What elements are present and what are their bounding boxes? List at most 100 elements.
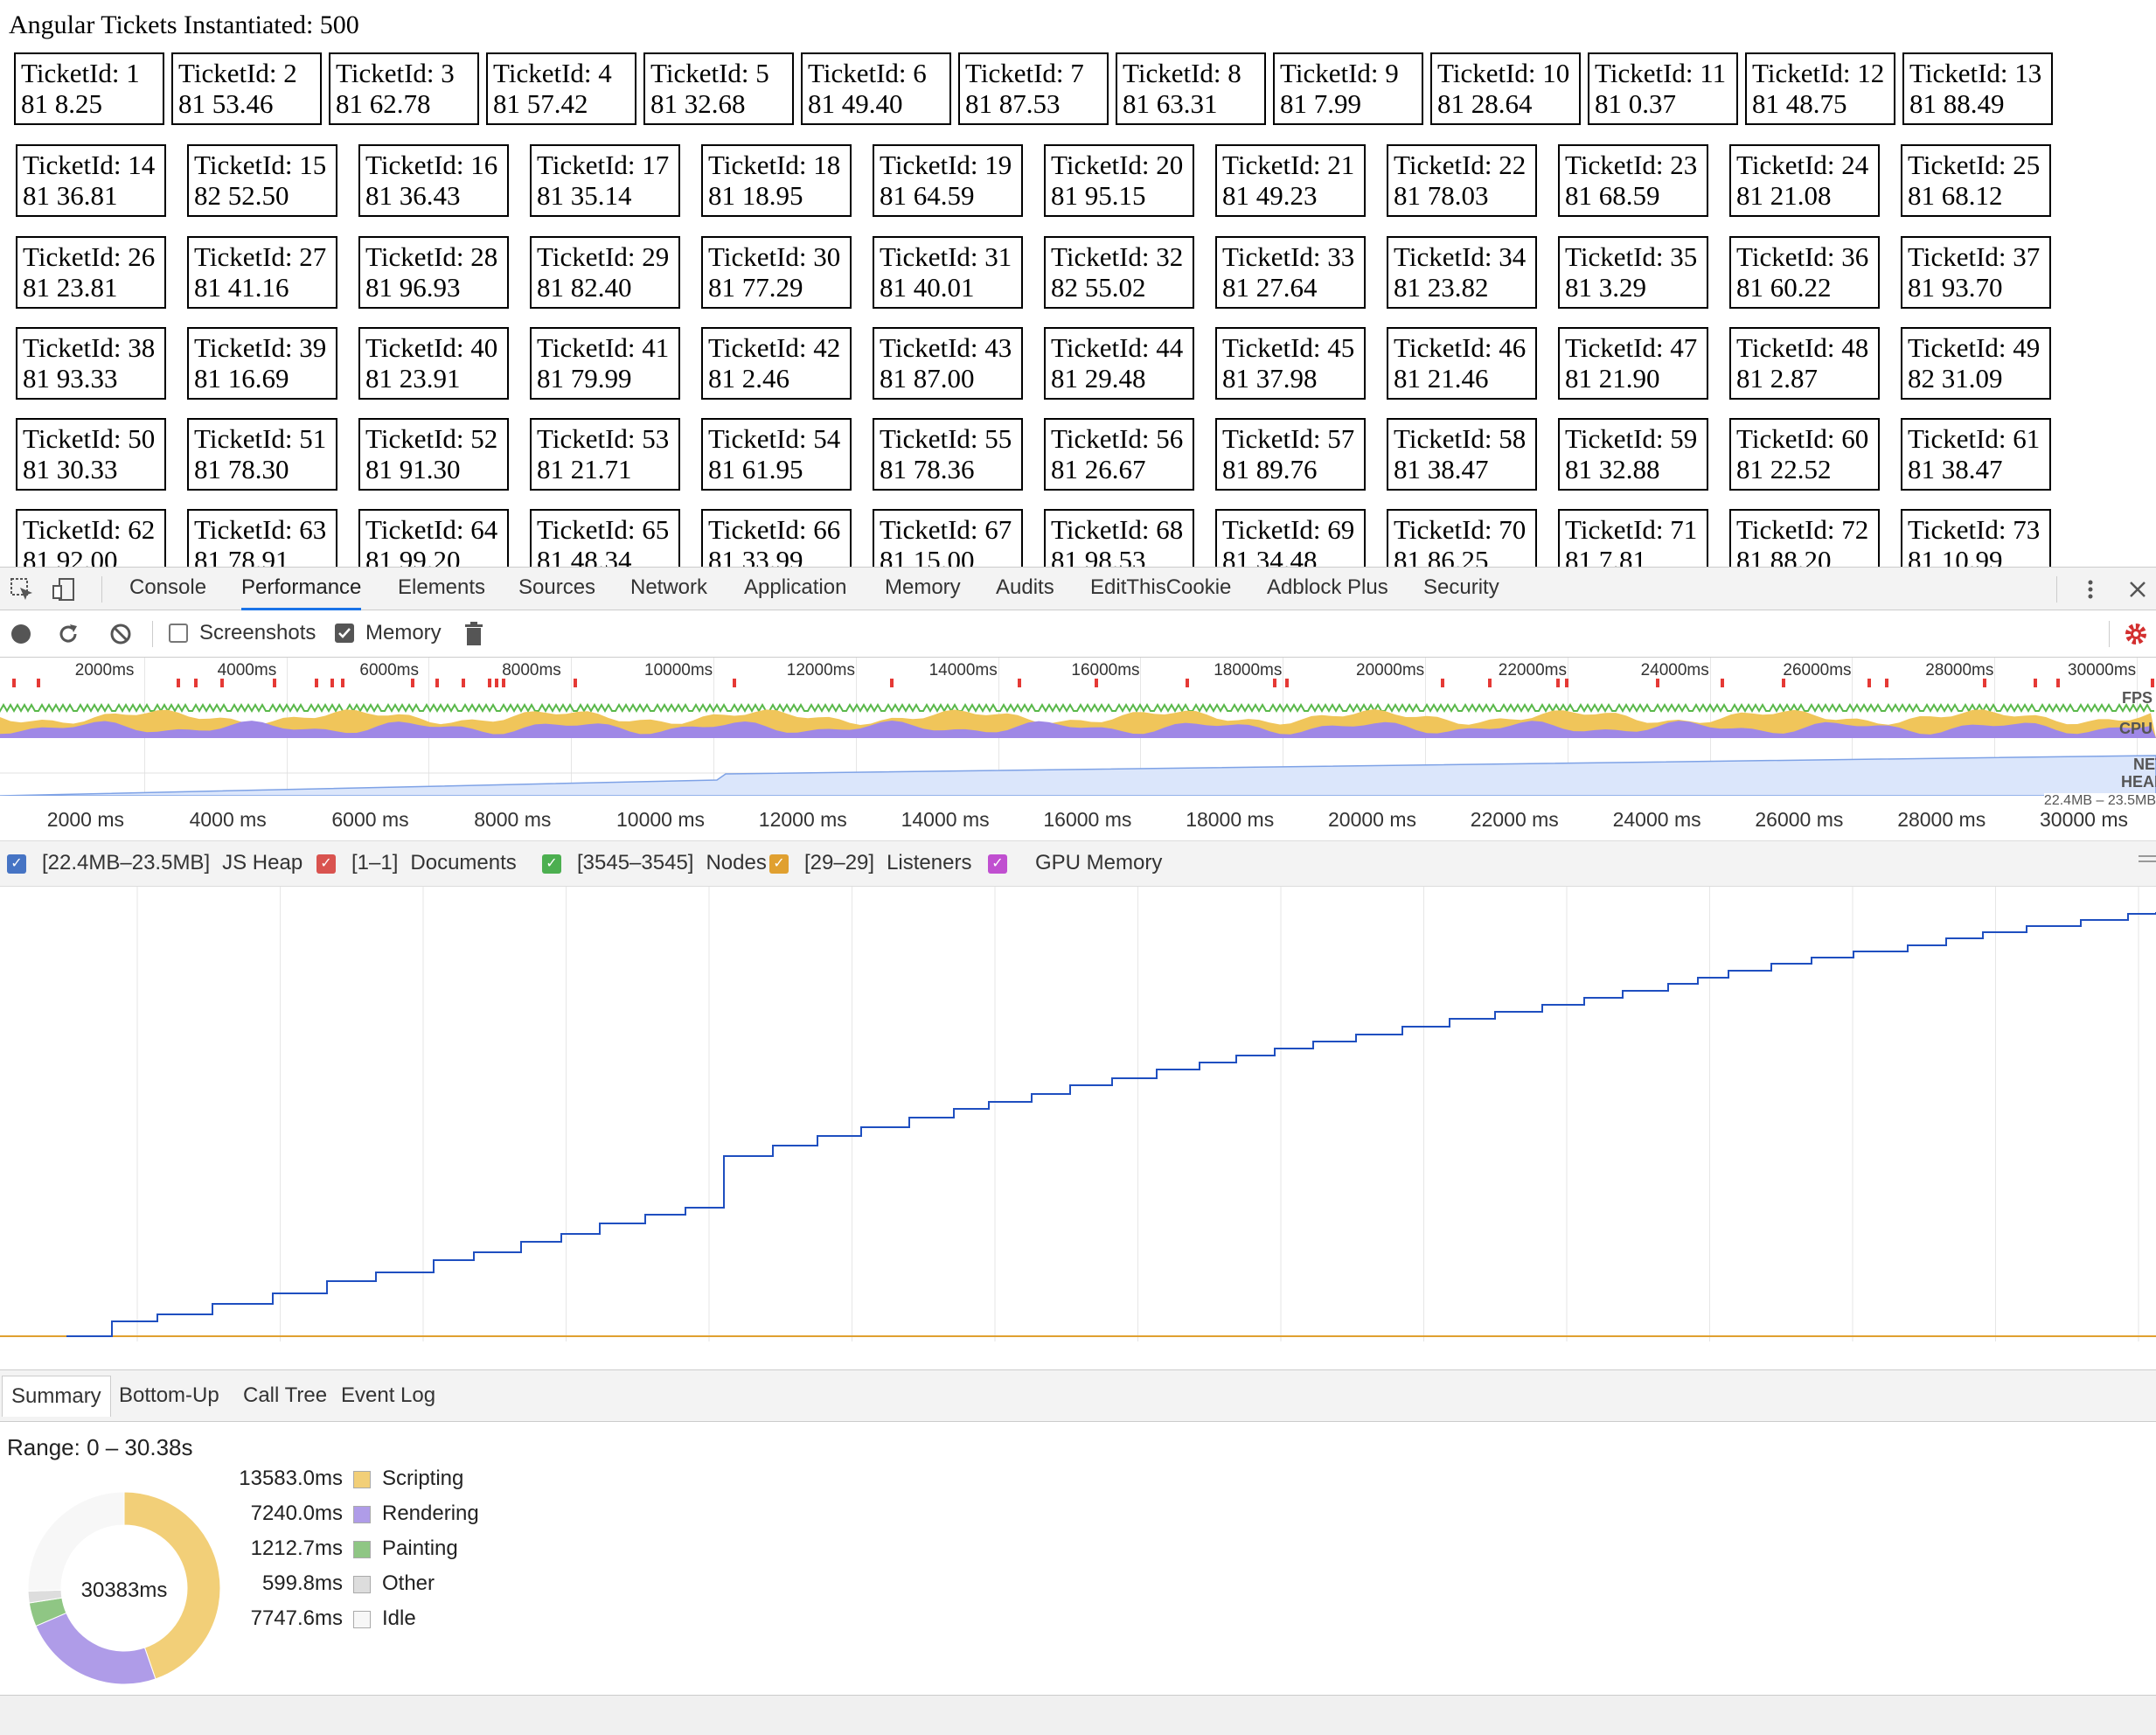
devtools-panel: Console Performance Elements Sources Network…: [0, 567, 2156, 1735]
ticket-value: 81 32.88: [1565, 454, 1660, 484]
inspect-element-icon[interactable]: [9, 576, 35, 603]
ticket-id: TicketId: 32: [1051, 241, 1184, 272]
overview-tick-label: 6000ms: [359, 661, 419, 679]
legend-value: 7240.0ms: [250, 1502, 343, 1525]
fps-lane-label: FPS: [2121, 689, 2153, 707]
ticket-value: 81 2.46: [708, 363, 789, 394]
ticket-value: 81 49.23: [1222, 180, 1318, 211]
ticket-card: TicketId: 32 82 55.02: [1044, 236, 1194, 309]
ticket-card: TicketId: 70 81 86.25: [1387, 509, 1537, 567]
long-frame-marker: [341, 679, 344, 687]
counter-toggle-gpu-memory[interactable]: ✓: [988, 854, 1007, 874]
tab-memory[interactable]: Memory: [885, 575, 961, 599]
ticket-card: TicketId: 24 81 21.08: [1729, 144, 1880, 217]
long-frame-marker: [37, 679, 40, 687]
more-options-icon[interactable]: [2077, 576, 2104, 603]
device-toolbar-icon[interactable]: [51, 576, 77, 603]
tab-editthiscookie[interactable]: EditThisCookie: [1090, 575, 1232, 599]
ticket-card: TicketId: 65 81 48.34: [530, 509, 680, 567]
overview-gridline: [571, 658, 573, 840]
ticket-value: 81 3.29: [1565, 272, 1646, 303]
ticket-card: TicketId: 16 81 36.43: [358, 144, 509, 217]
counter-toggle-listeners[interactable]: ✓: [769, 854, 789, 874]
overview-gridline: [1709, 658, 1711, 840]
ticket-card: TicketId: 69 81 34.48: [1215, 509, 1366, 567]
ticket-value: 81 18.95: [708, 180, 803, 211]
ticket-id: TicketId: 58: [1394, 423, 1527, 454]
long-frame-marker: [1285, 679, 1289, 687]
ticket-value: 81 53.46: [178, 88, 274, 119]
long-frame-marker: [411, 679, 414, 687]
details-tab-bottom-up[interactable]: Bottom-Up: [119, 1383, 219, 1407]
counters-menu-icon[interactable]: [2139, 852, 2156, 873]
long-frame-marker: [1885, 679, 1888, 687]
clear-icon[interactable]: [108, 622, 133, 646]
performance-toolbar: Screenshots Memory: [0, 610, 2156, 658]
tab-sources[interactable]: Sources: [518, 575, 596, 599]
ticket-id: TicketId: 54: [708, 423, 841, 454]
ticket-value: 81 35.14: [537, 180, 632, 211]
legend-value: 1212.7ms: [250, 1536, 343, 1560]
heap-lane-label: HEAP: [2120, 773, 2156, 791]
tab-application[interactable]: Application: [744, 575, 847, 599]
ticket-card: TicketId: 30 81 77.29: [701, 236, 852, 309]
overview-tick-label: 8000ms: [502, 661, 561, 679]
counter-toggle-nodes[interactable]: ✓: [542, 854, 561, 874]
long-frame-marker: [1186, 679, 1189, 687]
ticket-card: TicketId: 59 81 32.88: [1558, 418, 1708, 491]
ticket-card: TicketId: 21 81 49.23: [1215, 144, 1366, 217]
ticket-value: 81 79.99: [537, 363, 632, 394]
overview-gridline: [1852, 658, 1853, 840]
overview-graphs: [0, 679, 2156, 840]
ticket-id: TicketId: 43: [880, 332, 1012, 363]
details-tabbar: Summary Bottom-Up Call Tree Event Log: [0, 1369, 2156, 1422]
capture-settings-gear-icon[interactable]: [2123, 621, 2149, 647]
details-tab-summary[interactable]: Summary: [2, 1376, 111, 1417]
garbage-collect-icon[interactable]: [463, 621, 484, 647]
reload-record-icon[interactable]: [56, 622, 80, 646]
ticket-card: TicketId: 40 81 23.91: [358, 327, 509, 400]
counter-range: [22.4MB–23.5MB]: [42, 851, 211, 874]
overview-tick-label: 16000ms: [1071, 661, 1140, 679]
overview-time-label: 28000 ms: [1897, 808, 1986, 831]
overview-tick-label: 22000ms: [1498, 661, 1567, 679]
screenshots-checkbox[interactable]: [169, 624, 188, 643]
tab-security[interactable]: Security: [1423, 575, 1499, 599]
ticket-card: TicketId: 15 82 52.50: [187, 144, 337, 217]
timeline-overview[interactable]: 2000ms 4000ms 6000ms 8000ms 10000ms 12000ms 14…: [0, 658, 2156, 841]
ticket-id: TicketId: 37: [1908, 241, 2041, 272]
tab-audits[interactable]: Audits: [996, 575, 1054, 599]
screenshots-label: Screenshots: [199, 621, 316, 645]
long-frame-markers: [12, 679, 2154, 687]
donut-slice-scripting: [123, 1491, 221, 1680]
details-tab-event-log[interactable]: Event Log: [341, 1383, 436, 1407]
long-frame-marker: [177, 679, 180, 687]
ticket-value: 82 31.09: [1908, 363, 2003, 394]
legend-category: Idle: [382, 1606, 416, 1630]
record-icon[interactable]: [9, 622, 33, 646]
long-frame-marker: [1983, 679, 1986, 687]
details-tab-call-tree[interactable]: Call Tree: [243, 1383, 328, 1407]
memory-checkbox[interactable]: [335, 624, 354, 643]
ticket-value: 81 82.40: [537, 272, 632, 303]
tab-elements[interactable]: Elements: [398, 575, 486, 599]
ticket-id: TicketId: 68: [1051, 514, 1184, 545]
tab-performance[interactable]: Performance: [241, 568, 362, 610]
overview-time-label: 26000 ms: [1755, 808, 1844, 831]
long-frame-marker: [435, 679, 439, 687]
memory-label: Memory: [365, 621, 442, 645]
ticket-card: TicketId: 72 81 88.20: [1729, 509, 1880, 567]
tab-console[interactable]: Console: [129, 575, 207, 599]
ticket-value: 81 77.29: [708, 272, 803, 303]
ticket-value: 81 21.46: [1394, 363, 1489, 394]
tab-adblock-plus[interactable]: Adblock Plus: [1267, 575, 1388, 599]
overview-tick-label: 12000ms: [786, 661, 855, 679]
close-devtools-icon[interactable]: [2125, 576, 2151, 603]
ticket-card: TicketId: 12 81 48.75: [1745, 52, 1895, 125]
tab-network[interactable]: Network: [630, 575, 708, 599]
ticket-value: 81 92.00: [23, 545, 118, 567]
ticket-id: TicketId: 28: [365, 241, 498, 272]
counter-toggle-documents[interactable]: ✓: [316, 854, 336, 874]
memory-counter-chart[interactable]: [0, 887, 2156, 1380]
counter-toggle-js-heap[interactable]: ✓: [7, 854, 26, 874]
